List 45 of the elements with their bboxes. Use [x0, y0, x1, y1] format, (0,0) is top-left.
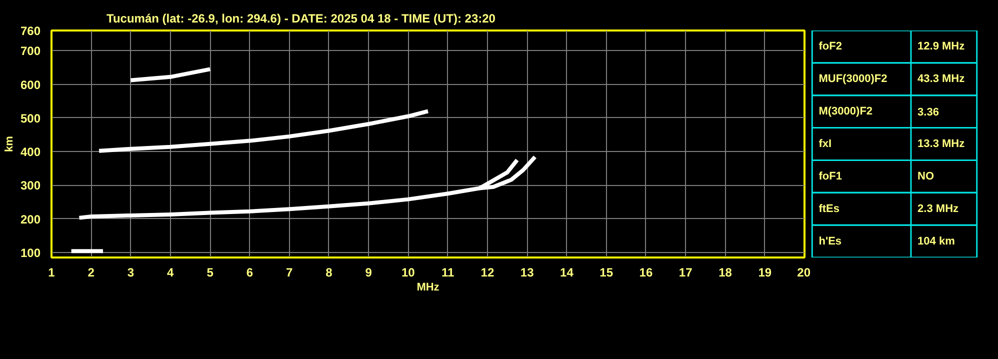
x-tick-label: 11	[441, 266, 454, 280]
x-tick-label: 3	[127, 266, 134, 280]
x-tick-label: 20	[797, 266, 811, 280]
text: 2.3 MHz	[918, 202, 960, 215]
text: 12.9 MHz	[918, 40, 966, 53]
y-axis-title: km	[3, 136, 16, 152]
x-tick-label: 19	[758, 266, 772, 280]
text: NO	[918, 170, 935, 182]
chart-title: Tucumán (lat: -26.9, lon: 294.6) - DATE: 2025 04 18 - TIME (UT): 23:20	[106, 12, 496, 26]
text: fxI	[818, 138, 832, 150]
y-tick-label: 200	[20, 212, 41, 226]
y-tick-label: 600	[20, 78, 41, 92]
x-tick-label: 18	[718, 266, 732, 280]
x-tick-label: 1	[48, 266, 56, 280]
y-tick-label: 760	[20, 24, 41, 38]
y-tick-label: 500	[20, 111, 41, 126]
x-tick-label: 8	[326, 266, 333, 280]
text: foF2	[818, 40, 842, 53]
x-tick-label: 15	[600, 266, 614, 280]
x-tick-label: 6	[246, 266, 254, 280]
x-tick-label: 9	[365, 266, 372, 280]
text: foF1	[818, 170, 842, 182]
x-tick-label: 2	[88, 266, 95, 280]
text: 104 km	[918, 235, 956, 248]
y-tick-label: 400	[20, 145, 41, 160]
x-axis-title: MHz	[416, 282, 440, 294]
text: h'Es	[818, 235, 842, 248]
x-tick-label: 12	[480, 266, 494, 280]
text: ftEs	[818, 202, 840, 215]
x-tick-label: 5	[206, 266, 214, 280]
y-tick-label: 100	[20, 246, 41, 260]
text: M(3000)F2	[818, 106, 873, 118]
x-tick-label: 16	[639, 266, 653, 280]
y-tick-label: 700	[20, 44, 41, 58]
text: 3.36	[918, 106, 939, 119]
x-tick-label: 14	[560, 266, 574, 280]
x-tick-label: 17	[678, 266, 693, 280]
x-tick-label: 4	[167, 266, 174, 280]
x-tick-label: 7	[286, 266, 293, 280]
x-tick-label: 10	[402, 266, 416, 280]
x-tick-label: 13	[520, 266, 534, 280]
text: 43.3 MHz	[918, 73, 966, 86]
text: 13.3 MHz	[918, 138, 966, 150]
y-tick-label: 300	[20, 178, 41, 193]
text: MUF(3000)F2	[818, 73, 888, 86]
